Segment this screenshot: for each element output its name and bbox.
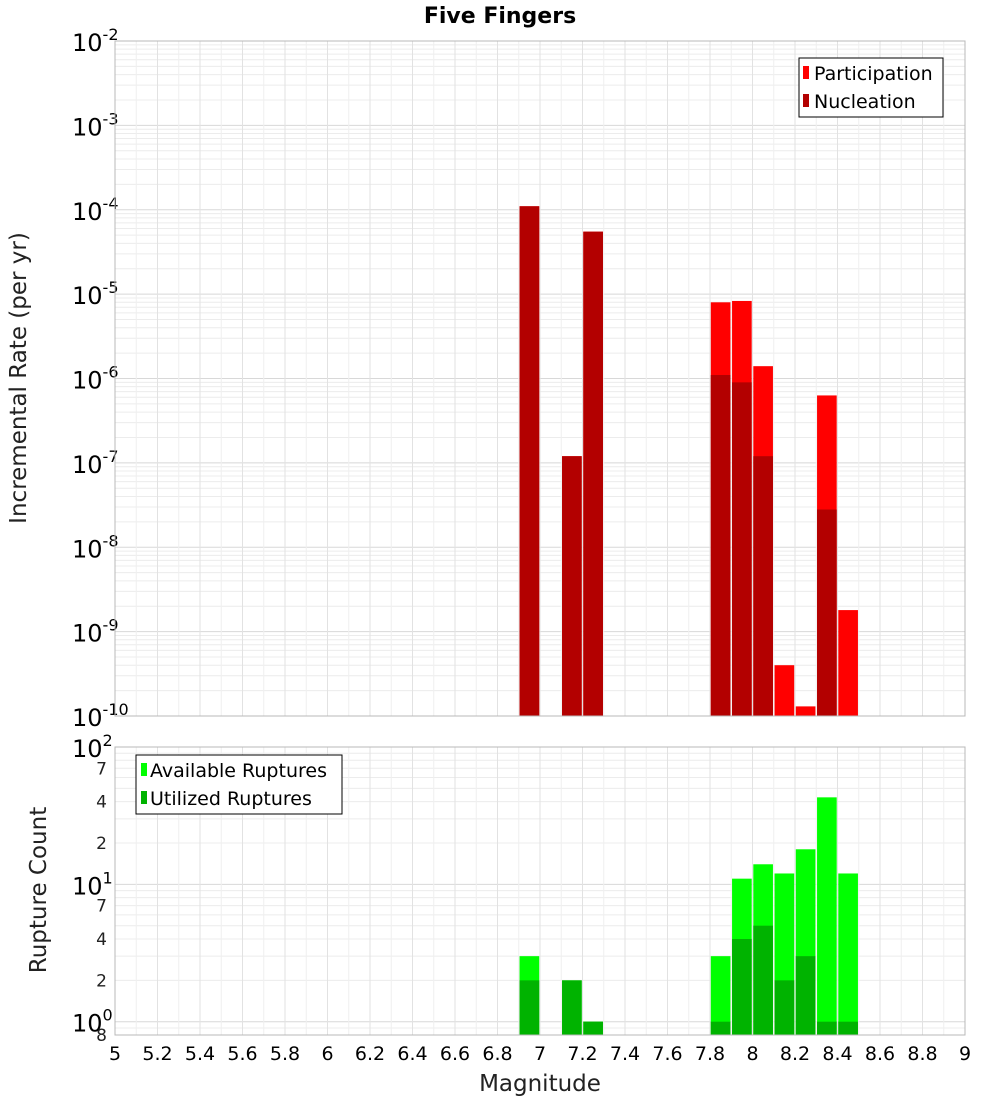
legend-label-utilized-ruptures: Utilized Ruptures (150, 788, 312, 810)
legend-label-nucleation: Nucleation (814, 91, 916, 113)
x-tick-label: 7.4 (610, 1043, 640, 1065)
top-bar-s0 (838, 610, 858, 716)
top-bars (519, 206, 858, 716)
top-y-tick-label: 10-3 (72, 109, 119, 141)
bottom-y-tick-label: 4 (96, 793, 107, 813)
x-tick-label: 5.6 (227, 1043, 257, 1065)
x-tick-label: 7 (534, 1043, 546, 1065)
x-tick-label: 7.2 (567, 1043, 597, 1065)
bottom-bar-s1 (732, 939, 752, 1035)
top-y-tick-label: 10-7 (72, 447, 119, 479)
top-bar-s1 (732, 382, 752, 716)
x-tick-label: 8.6 (865, 1043, 895, 1065)
x-tick-label: 5.2 (142, 1043, 172, 1065)
bottom-bar-s0 (817, 797, 837, 1035)
bottom-bar-s1 (753, 925, 773, 1035)
bottom-y-tick-label: 7 (96, 759, 107, 779)
bottom-legend-box (135, 754, 343, 815)
x-tick-label: 8.2 (780, 1043, 810, 1065)
top-bar-s1 (519, 206, 540, 716)
bottom-bars (519, 797, 858, 1035)
bottom-plot-frame (114, 746, 966, 1036)
top-y-tick-label: 10-5 (72, 278, 119, 310)
top-y-tick-label: 10-4 (72, 194, 119, 226)
bottom-legend: Available Ruptures Utilized Ruptures (135, 754, 343, 815)
x-tick-labels: 5 5.2 5.4 5.6 5.8 6 6.2 6.4 6.6 6.8 7 7.2 7.4 7.6 7.8 8… (109, 1043, 971, 1065)
top-bar-s1 (753, 456, 773, 716)
top-legend-box (798, 57, 944, 118)
bottom-y-tick-label: 100 (72, 1006, 113, 1038)
x-tick-label: 6.6 (440, 1043, 470, 1065)
x-tick-label: 8 (746, 1043, 758, 1065)
legend-swatch-available-ruptures (141, 763, 147, 776)
top-bar-s1 (583, 231, 603, 716)
x-tick-label: 6.2 (355, 1043, 385, 1065)
x-tick-label: 6 (321, 1043, 333, 1065)
top-bar-s1 (710, 375, 731, 716)
x-tick-label: 6.4 (397, 1043, 427, 1065)
bottom-bar-s1 (795, 956, 816, 1035)
top-y-axis-label: Incremental Rate (per yr) (6, 232, 32, 524)
bottom-y-tick-label: 7 (96, 897, 107, 917)
top-y-tick-label: 10-10 (72, 700, 129, 732)
bottom-bar-s1 (583, 1021, 603, 1035)
bottom-bar-s1 (817, 1021, 837, 1035)
legend-swatch-nucleation (803, 94, 809, 107)
bottom-bar-s1 (774, 980, 795, 1035)
x-tick-label: 5.8 (270, 1043, 300, 1065)
bottom-y-tick-label: 2 (96, 971, 107, 991)
top-y-tick-label: 10-9 (72, 616, 119, 648)
bottom-bar-s0 (710, 956, 731, 1035)
top-bar-s0 (795, 706, 816, 716)
legend-swatch-utilized-ruptures (141, 791, 147, 804)
top-bar-s0 (774, 665, 795, 716)
x-tick-label: 5 (109, 1043, 121, 1065)
top-grid (114, 41, 966, 717)
legend-label-available-ruptures: Available Ruptures (150, 760, 327, 782)
bottom-y-tick-label: 2 (96, 834, 107, 854)
legend-label-participation: Participation (814, 63, 933, 85)
top-legend: Participation Nucleation (798, 57, 944, 118)
top-bar-s1 (817, 509, 837, 716)
top-plot-frame (114, 40, 966, 717)
legend-swatch-participation (803, 66, 809, 79)
bottom-bar-s0 (838, 873, 858, 1035)
bottom-y-tick-label: 102 (72, 731, 113, 763)
top-y-tick-label: 10-6 (72, 363, 119, 395)
x-tick-label: 5.4 (185, 1043, 215, 1065)
top-bar-s1 (562, 456, 582, 716)
top-y-tick-label: 10-2 (72, 25, 119, 57)
top-y-tick-label: 10-8 (72, 531, 119, 563)
x-axis-label: Magnitude (479, 1071, 601, 1097)
bottom-y-tick-label: 4 (96, 930, 107, 950)
x-tick-label: 8.4 (822, 1043, 852, 1065)
x-tick-label: 8.8 (907, 1043, 937, 1065)
x-tick-label: 7.6 (652, 1043, 682, 1065)
bottom-bar-s1 (838, 1021, 858, 1035)
x-tick-label: 7.8 (695, 1043, 725, 1065)
bottom-y-tick-label: 8 (96, 1026, 107, 1046)
bottom-bar-s1 (519, 980, 540, 1035)
chart-title: Five Fingers (424, 4, 576, 29)
bottom-bar-s1 (562, 980, 582, 1035)
bottom-y-axis-label: Rupture Count (26, 807, 52, 973)
bottom-y-tick-label: 101 (72, 868, 113, 900)
x-tick-label: 6.8 (482, 1043, 512, 1065)
bottom-bar-s1 (710, 1021, 731, 1035)
x-tick-label: 9 (959, 1043, 971, 1065)
